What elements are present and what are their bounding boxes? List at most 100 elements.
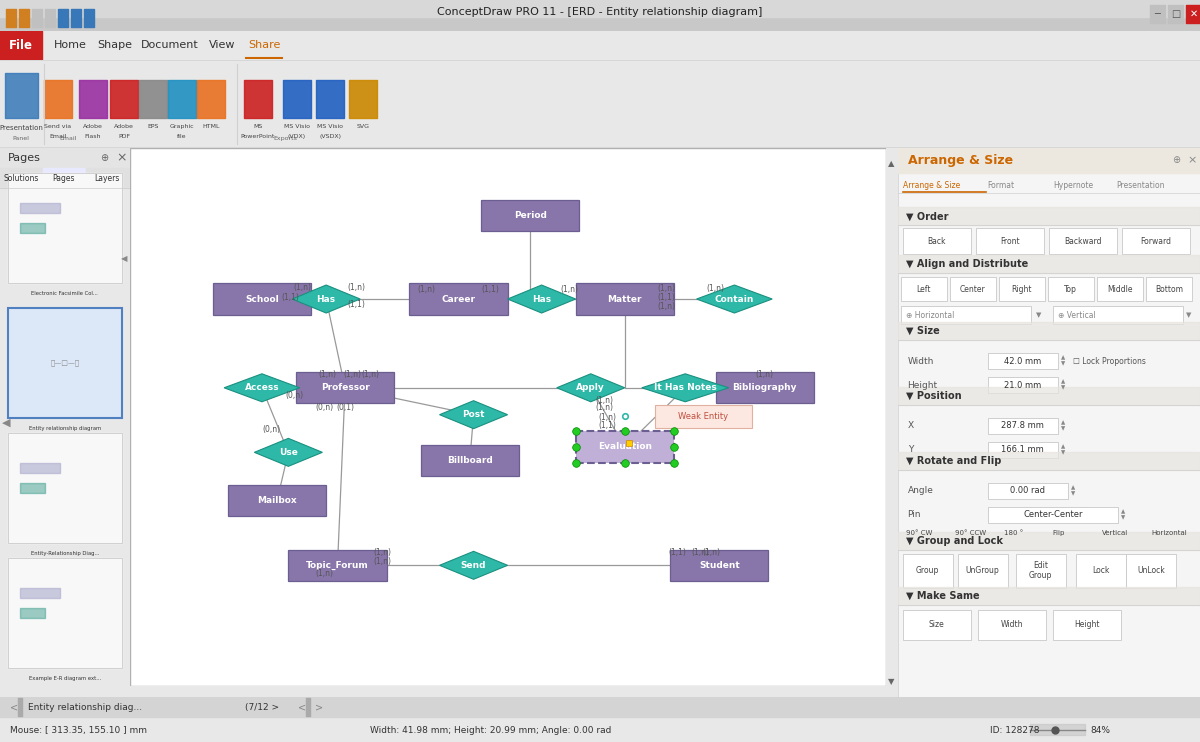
Text: (1,1): (1,1)	[658, 293, 676, 303]
Text: Send via: Send via	[44, 124, 72, 129]
FancyBboxPatch shape	[978, 610, 1045, 640]
Text: ▼: ▼	[1061, 450, 1066, 456]
Text: <: <	[10, 703, 18, 712]
Text: ▼: ▼	[1061, 361, 1066, 367]
FancyBboxPatch shape	[1097, 278, 1142, 301]
Text: Width: Width	[1001, 620, 1024, 629]
Text: (1,n): (1,n)	[599, 413, 617, 422]
Text: Document: Document	[142, 40, 199, 50]
Text: ▼: ▼	[1070, 491, 1075, 496]
FancyBboxPatch shape	[949, 278, 996, 301]
Text: (0,n): (0,n)	[286, 391, 304, 401]
Text: ▲: ▲	[1061, 444, 1066, 450]
Text: (1,n): (1,n)	[707, 283, 725, 293]
Text: ▲: ▲	[1061, 421, 1066, 425]
Text: Angle: Angle	[907, 486, 934, 496]
FancyBboxPatch shape	[1076, 554, 1126, 588]
Text: ▲: ▲	[888, 160, 895, 168]
Text: Left: Left	[917, 285, 931, 294]
Text: 180 °: 180 °	[1003, 530, 1022, 536]
FancyBboxPatch shape	[988, 418, 1058, 434]
Text: Front: Front	[1000, 237, 1020, 246]
Text: (1,1): (1,1)	[668, 548, 686, 557]
Text: Height: Height	[907, 381, 937, 390]
Text: Backward: Backward	[1064, 237, 1102, 246]
FancyBboxPatch shape	[409, 283, 508, 315]
FancyBboxPatch shape	[1015, 554, 1066, 588]
Text: ▼: ▼	[1121, 515, 1126, 520]
Text: Billboard: Billboard	[446, 456, 493, 465]
Text: Career: Career	[442, 295, 475, 303]
Text: View: View	[209, 40, 235, 50]
Text: (1,n): (1,n)	[319, 370, 337, 379]
Text: Period: Period	[514, 211, 547, 220]
Text: ◀: ◀	[2, 418, 11, 428]
Text: ID: 128278: ID: 128278	[990, 726, 1039, 735]
Text: (1,n): (1,n)	[756, 370, 774, 379]
Text: Y: Y	[907, 445, 913, 454]
Text: PowerPoint: PowerPoint	[241, 134, 275, 139]
Text: Edit
Group: Edit Group	[1030, 561, 1052, 580]
FancyBboxPatch shape	[901, 306, 1031, 324]
Text: Contain: Contain	[715, 295, 754, 303]
FancyBboxPatch shape	[715, 372, 814, 404]
Text: X: X	[907, 421, 913, 430]
Text: Arrange & Size: Arrange & Size	[907, 154, 1013, 167]
Text: Forward: Forward	[1140, 237, 1171, 246]
Text: UnLock: UnLock	[1138, 566, 1165, 575]
Text: Home: Home	[54, 40, 86, 50]
Text: Adobe: Adobe	[114, 124, 134, 129]
FancyBboxPatch shape	[901, 278, 947, 301]
Text: Evaluation: Evaluation	[598, 442, 652, 451]
Text: ▼: ▼	[1036, 312, 1042, 318]
FancyBboxPatch shape	[8, 308, 121, 418]
Text: ⊕: ⊕	[1172, 155, 1180, 165]
Text: ▼ Size: ▼ Size	[906, 326, 940, 336]
FancyBboxPatch shape	[902, 554, 953, 588]
Polygon shape	[508, 285, 576, 313]
Text: SVG: SVG	[356, 124, 370, 129]
Text: Width: 41.98 mm; Height: 20.99 mm; Angle: 0.00 rad: Width: 41.98 mm; Height: 20.99 mm; Angle…	[370, 726, 611, 735]
Text: Adobe: Adobe	[83, 124, 103, 129]
FancyBboxPatch shape	[576, 283, 674, 315]
Text: EPS: EPS	[148, 124, 158, 129]
Text: ▼ Group and Lock: ▼ Group and Lock	[906, 536, 1003, 546]
Text: Professor: Professor	[320, 384, 370, 393]
Text: 287.8 mm: 287.8 mm	[1001, 421, 1044, 430]
Text: ☐ Lock Proportions: ☐ Lock Proportions	[1073, 357, 1146, 366]
Text: Flash: Flash	[85, 134, 101, 139]
Text: Presentation: Presentation	[0, 125, 43, 131]
Text: (1,n): (1,n)	[560, 285, 578, 294]
Text: Right: Right	[1012, 285, 1032, 294]
FancyBboxPatch shape	[1146, 278, 1192, 301]
FancyBboxPatch shape	[1122, 229, 1190, 255]
Text: Send: Send	[461, 561, 486, 570]
Text: MS Visio: MS Visio	[284, 124, 310, 129]
Text: ◀: ◀	[121, 254, 128, 263]
FancyBboxPatch shape	[288, 550, 386, 581]
FancyBboxPatch shape	[130, 148, 886, 686]
Text: (0,1): (0,1)	[337, 403, 355, 413]
Text: Group: Group	[916, 566, 940, 575]
Text: Layers: Layers	[94, 174, 119, 183]
FancyBboxPatch shape	[481, 200, 580, 232]
Text: ConceptDraw PRO 11 - [ERD - Entity relationship diagram]: ConceptDraw PRO 11 - [ERD - Entity relat…	[437, 7, 763, 17]
Text: 42.0 mm: 42.0 mm	[1004, 357, 1042, 366]
FancyBboxPatch shape	[228, 485, 326, 516]
Text: Pages: Pages	[8, 154, 41, 163]
Text: Horizontal: Horizontal	[1151, 530, 1187, 536]
Text: Vertical: Vertical	[1102, 530, 1128, 536]
Text: (0,n): (0,n)	[263, 424, 281, 434]
Text: (1,n): (1,n)	[703, 548, 721, 557]
Text: Email: Email	[59, 137, 77, 142]
FancyBboxPatch shape	[958, 554, 1008, 588]
FancyBboxPatch shape	[8, 558, 121, 668]
Text: Entity-Relationship Diag...: Entity-Relationship Diag...	[31, 551, 98, 556]
Text: (7/12 >: (7/12 >	[245, 703, 280, 712]
Text: Topic_Forum: Topic_Forum	[306, 561, 368, 570]
Text: ▲: ▲	[1121, 509, 1126, 514]
Text: Back: Back	[928, 237, 946, 246]
Text: >: >	[314, 703, 323, 712]
Text: HTML: HTML	[203, 124, 220, 129]
Text: MS Visio: MS Visio	[317, 124, 343, 129]
